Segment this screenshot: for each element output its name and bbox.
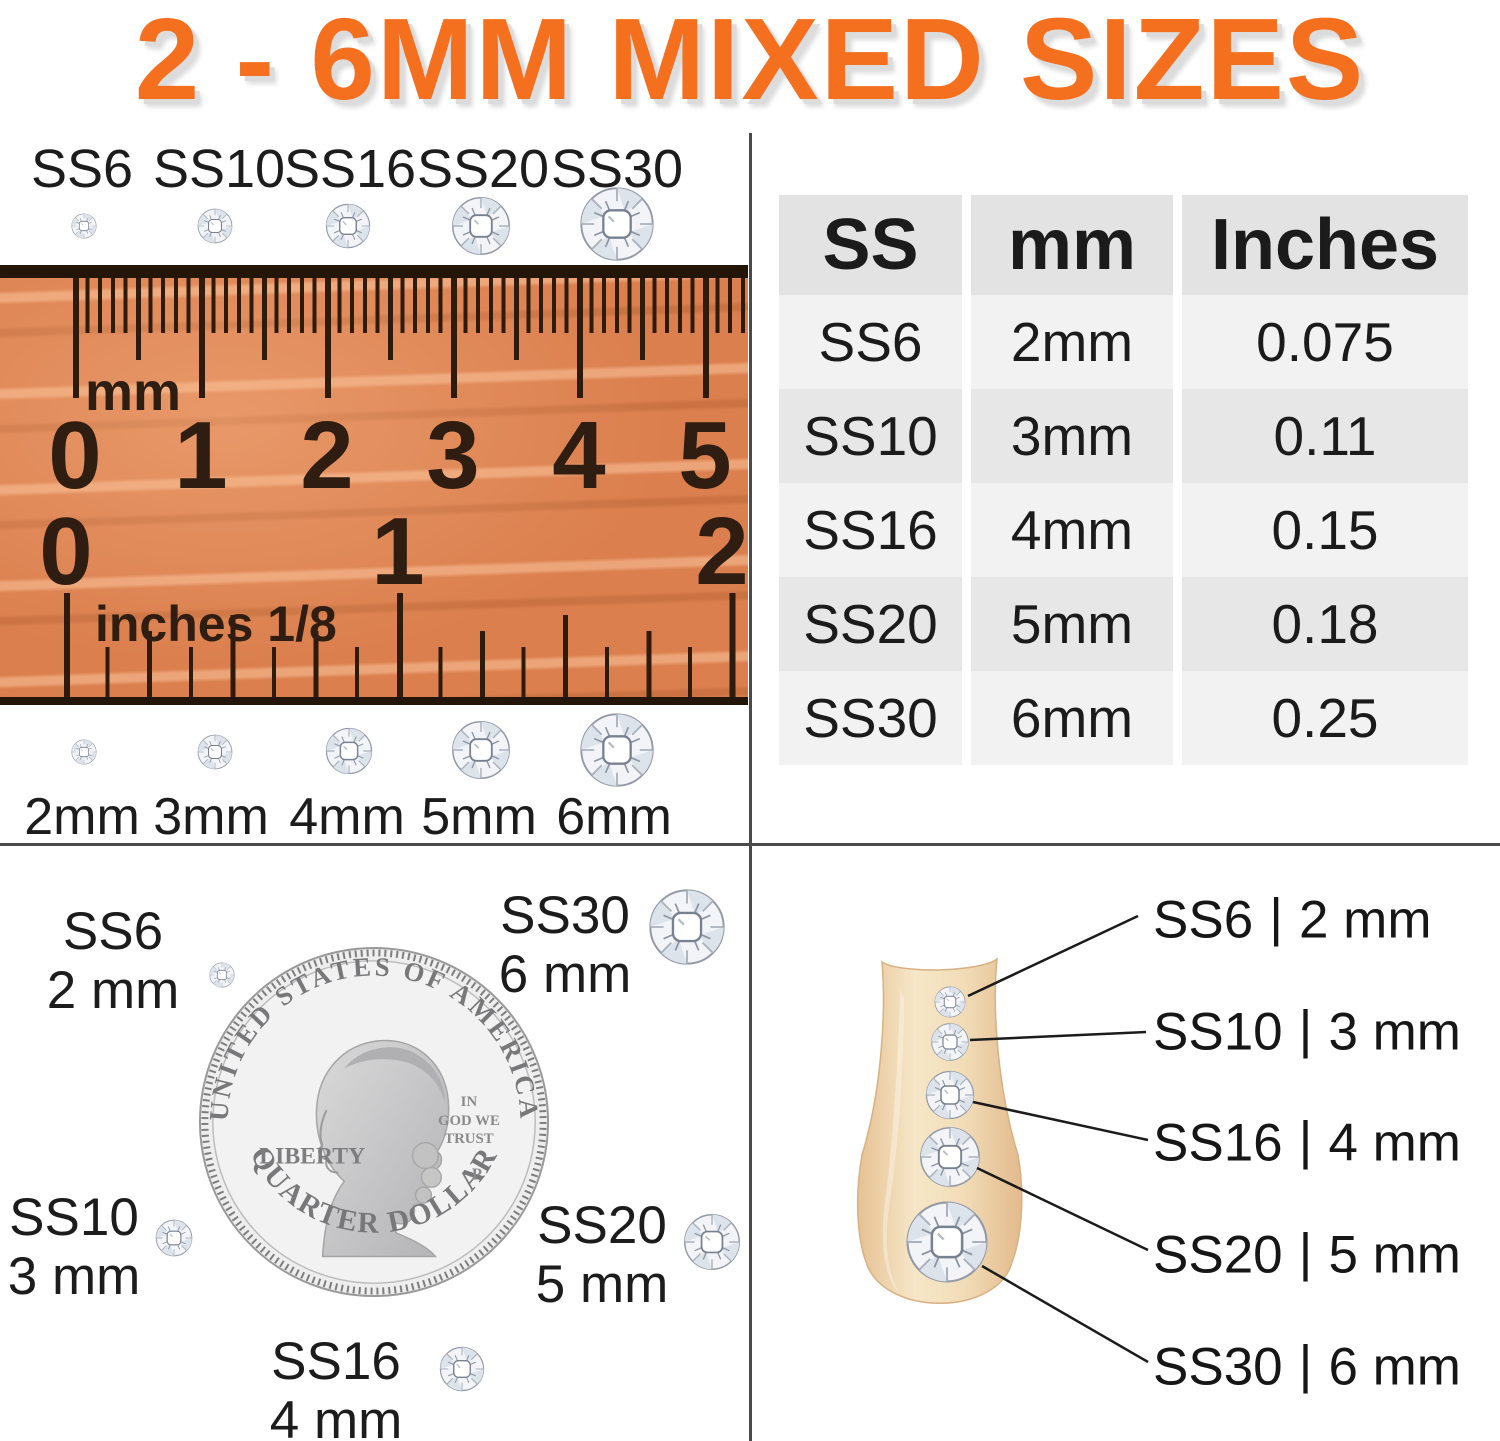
table-cell: 0.15 — [1182, 483, 1468, 577]
rhinestone-icon — [919, 1126, 981, 1188]
mm-size-label: 3mm — [153, 788, 269, 846]
washington-bust — [315, 1039, 450, 1258]
mm-size-label: 5mm — [421, 788, 537, 846]
coin-size-label: SS10 3 mm — [7, 1188, 141, 1307]
rhinestone-icon — [579, 186, 655, 262]
nail-size-label: SS6 | 2 mm — [1153, 888, 1432, 950]
ruler-inch-ticks — [64, 593, 748, 697]
rhinestone-icon — [925, 1070, 975, 1120]
rhinestone-icon — [905, 1200, 989, 1284]
coin-liberty-text: LIBERTY — [259, 1144, 365, 1170]
ruler-cm-number: 2 — [300, 402, 354, 509]
coin-motto-line1: IN — [461, 1094, 478, 1110]
rhinestone-icon — [579, 712, 655, 788]
coin-motto-line3: TRUST — [444, 1131, 494, 1147]
table-cell: SS20 — [779, 577, 962, 671]
ruler-inches-unit: inches 1/8 — [95, 596, 337, 652]
ruler-cm-number: 4 — [552, 402, 606, 509]
ruler-mm-unit: mm — [85, 362, 182, 422]
rhinestone-icon — [71, 213, 97, 239]
ruler-bottom-edge — [0, 697, 748, 705]
table-cell: 0.075 — [1182, 295, 1468, 389]
table-header-ss: SS — [779, 195, 962, 295]
coin-motto-line2: GOD WE — [438, 1113, 500, 1129]
ruler-inch-number: 1 — [371, 498, 425, 605]
ruler-cm-number: 0 — [48, 402, 102, 509]
rhinestone-icon — [451, 720, 511, 780]
page-title: 2 - 6MM MIXED SIZES — [134, 0, 1366, 124]
ruler-top-edge — [0, 265, 748, 278]
label-separator: | — [1298, 1223, 1313, 1283]
table-cell: SS16 — [779, 483, 962, 577]
rhinestone-icon — [439, 1346, 485, 1392]
table-header-mm: mm — [971, 195, 1173, 295]
ss-size-label: SS6 — [30, 139, 134, 199]
table-cell: SS10 — [779, 389, 962, 483]
table-cell: 6mm — [971, 671, 1173, 765]
coin-size-label: SS20 5 mm — [535, 1196, 669, 1315]
rhinestone-icon — [451, 196, 511, 256]
table-cell: 0.11 — [1182, 389, 1468, 483]
table-cell: 0.18 — [1182, 577, 1468, 671]
rhinestone-icon — [197, 208, 233, 244]
ss-size-label: SS16 — [283, 139, 417, 199]
vertical-divider — [749, 133, 752, 1441]
table-header-inches: Inches — [1182, 195, 1468, 295]
nail-size-label: SS30 | 6 mm — [1153, 1335, 1461, 1397]
label-separator: | — [1298, 1335, 1313, 1395]
mm-size-label: 2mm — [24, 788, 140, 846]
mm-size-label: 4mm — [289, 788, 405, 846]
table-cell: 2mm — [971, 295, 1173, 389]
coin-size-label: SS6 2 mm — [46, 902, 180, 1021]
table-cell: 3mm — [971, 389, 1173, 483]
coin-size-label: SS16 4 mm — [269, 1332, 403, 1441]
coin-size-label: SS30 6 mm — [498, 886, 632, 1005]
nail-size-label: SS10 | 3 mm — [1153, 1000, 1461, 1062]
rhinestone-icon — [325, 203, 371, 249]
rhinestone-icon — [209, 962, 235, 988]
table-cell: 0.25 — [1182, 671, 1468, 765]
ruler-cm-number: 1 — [174, 402, 228, 509]
table-cell: SS30 — [779, 671, 962, 765]
rhinestone-icon — [71, 739, 97, 765]
rhinestone-icon — [155, 1219, 193, 1257]
table-cell: 4mm — [971, 483, 1173, 577]
table-cell: SS6 — [779, 295, 962, 389]
ruler-cm-number: 3 — [426, 402, 480, 509]
rhinestone-icon — [683, 1213, 741, 1271]
ruler-inch-number: 0 — [39, 498, 93, 605]
label-separator: | — [1298, 1000, 1313, 1060]
nail-size-label: SS16 | 4 mm — [1153, 1111, 1461, 1173]
rhinestone-icon — [934, 986, 966, 1018]
table-cell: 5mm — [971, 577, 1173, 671]
rhinestone-icon — [931, 1023, 970, 1062]
horizontal-divider — [0, 843, 1500, 846]
nail-size-label: SS20 | 5 mm — [1153, 1223, 1461, 1285]
ruler-cm-ticks — [73, 278, 748, 398]
ss-size-label: SS20 — [416, 139, 550, 199]
rhinestone-icon — [648, 888, 726, 966]
coin-mint-mark: P — [472, 1164, 482, 1183]
rhinestone-icon — [197, 734, 233, 770]
mm-size-label: 6mm — [556, 788, 672, 846]
label-separator: | — [1298, 1111, 1313, 1171]
quarter-coin-graphic: UNITED STATES OF AMERICA QUARTER DOLLAR … — [198, 946, 550, 1298]
rhinestone-icon — [325, 727, 373, 775]
ss-size-label: SS10 — [152, 139, 286, 199]
ruler-graphic: mm 0 1 2 3 4 5 0 1 2 inches 1/8 — [0, 265, 748, 705]
size-table: SS mm Inches SS6 2mm 0.075 SS10 3mm 0.11… — [779, 195, 1468, 765]
ruler-inch-number: 2 — [695, 498, 748, 605]
ruler-cm-number: 5 — [678, 402, 732, 509]
label-separator: | — [1269, 888, 1283, 948]
